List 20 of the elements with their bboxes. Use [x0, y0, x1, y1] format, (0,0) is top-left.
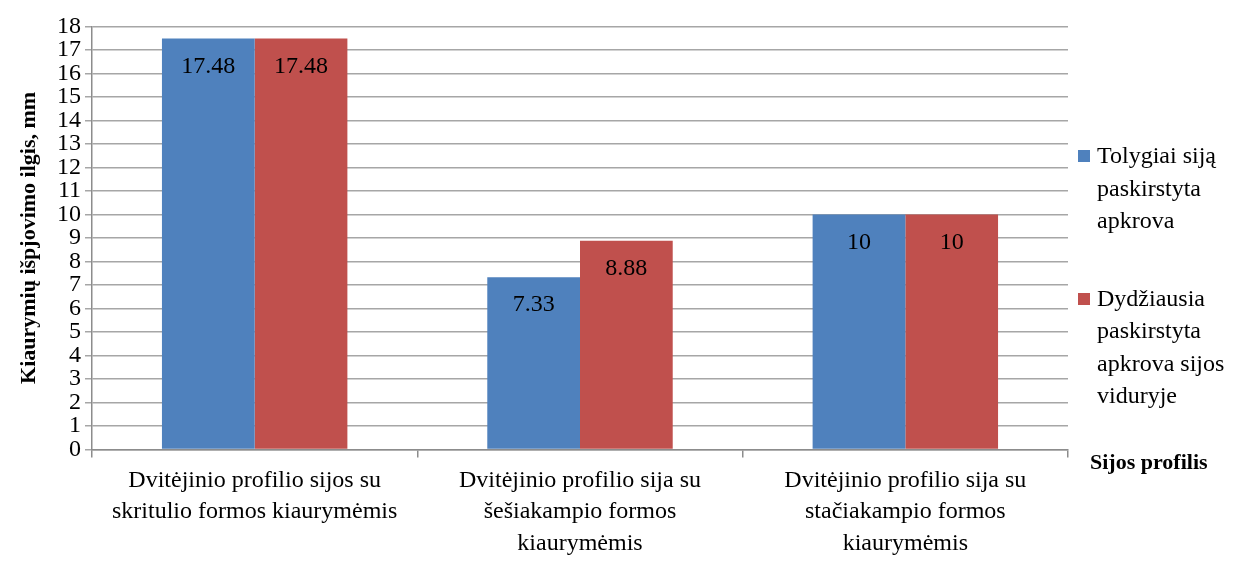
- bar: [487, 277, 580, 449]
- bar: [161, 38, 255, 449]
- x-tick-label: Dvitėjinio profilio sija su šešiakampio formos kiaurymėmis: [459, 466, 701, 555]
- bar: [254, 38, 348, 449]
- x-tick-label: Dvitėjinio profilio sijos su skritulio formos kiaurymėmis: [112, 466, 398, 524]
- data-label: 17.48: [274, 51, 329, 78]
- bar: [580, 240, 673, 449]
- legend-label: Dydžiausia paskirstyta apkrova sijos viduryje: [1097, 283, 1226, 410]
- data-label: 17.48: [181, 51, 236, 78]
- legend-label: Tolygiai siją paskirstyta apkrova: [1097, 141, 1217, 235]
- bar: [905, 214, 999, 449]
- y-axis-title: Kiaurymių išpjovimo ilgis, mm: [14, 91, 40, 384]
- data-label: 8.88: [605, 254, 648, 281]
- x-tick-label: Dvitėjinio profilio sija su stačiakampio formos kiaurymėmis: [784, 466, 1027, 555]
- bar: [812, 214, 906, 449]
- x-axis-title: Sijos profilis: [1090, 449, 1208, 475]
- data-label: 7.33: [512, 290, 555, 317]
- data-label: 10: [939, 227, 964, 254]
- y-tick-label: 18: [57, 11, 81, 38]
- data-label: 10: [846, 227, 871, 254]
